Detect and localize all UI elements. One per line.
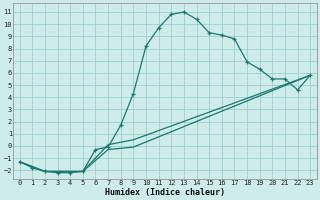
X-axis label: Humidex (Indice chaleur): Humidex (Indice chaleur): [105, 188, 225, 197]
